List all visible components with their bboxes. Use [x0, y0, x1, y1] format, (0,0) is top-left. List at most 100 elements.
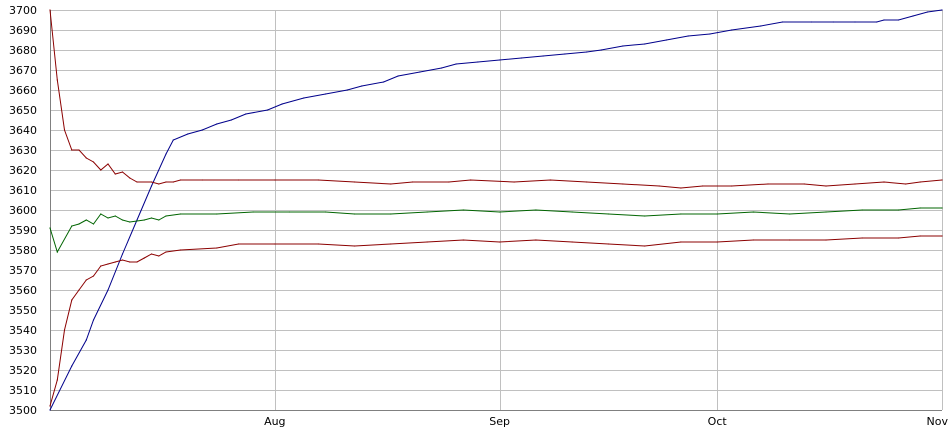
data-point — [71, 225, 73, 227]
data-point — [441, 67, 443, 69]
data-point — [716, 241, 718, 243]
data-point — [470, 179, 472, 181]
y-tick-label: 3500 — [9, 404, 37, 417]
data-point — [383, 81, 385, 83]
data-point — [158, 255, 160, 257]
data-point — [71, 299, 73, 301]
data-point — [607, 213, 610, 215]
data-point — [150, 185, 153, 187]
data-point — [412, 181, 414, 183]
data-point — [63, 129, 66, 131]
data-point — [919, 181, 921, 183]
data-point — [426, 241, 428, 243]
data-point — [854, 183, 856, 185]
series-2-points — [49, 9, 943, 189]
data-point — [165, 215, 167, 217]
data-point — [549, 179, 552, 181]
data-point — [187, 133, 189, 135]
data-point — [586, 51, 588, 53]
data-point — [390, 183, 392, 185]
data-point — [499, 59, 501, 61]
data-point — [905, 183, 907, 185]
data-point — [267, 109, 269, 111]
y-tick-label: 3580 — [9, 244, 37, 257]
data-point — [121, 253, 124, 255]
data-point — [361, 85, 363, 87]
data-point — [462, 209, 464, 211]
y-tick-label: 3670 — [9, 64, 37, 77]
data-point — [100, 213, 102, 215]
data-point — [919, 235, 921, 237]
data-point — [85, 279, 87, 281]
data-point — [78, 289, 80, 291]
y-tick-label: 3590 — [9, 224, 37, 237]
data-point — [354, 213, 356, 215]
data-point — [179, 213, 182, 215]
data-point — [825, 211, 827, 213]
data-point — [535, 239, 537, 241]
data-point — [121, 219, 124, 221]
data-point — [136, 219, 138, 221]
data-point — [201, 129, 203, 131]
data-point — [346, 89, 348, 91]
data-point — [49, 227, 51, 229]
data-point — [426, 211, 428, 213]
data-point — [709, 33, 711, 35]
data-point — [78, 149, 80, 151]
data-point — [325, 93, 327, 95]
y-tick-label: 3560 — [9, 284, 37, 297]
data-point — [354, 245, 356, 247]
data-point — [179, 249, 182, 251]
data-point — [535, 209, 537, 211]
data-point — [499, 241, 501, 243]
y-tick-label: 3510 — [9, 384, 37, 397]
data-point — [600, 49, 602, 51]
data-point — [607, 243, 610, 245]
data-point — [49, 405, 51, 407]
y-tick-label: 3570 — [9, 264, 37, 277]
data-point — [861, 237, 863, 239]
data-point — [680, 213, 682, 215]
data-point — [941, 179, 943, 181]
data-point — [883, 19, 885, 21]
data-point — [136, 261, 138, 263]
data-point — [622, 45, 624, 47]
data-point — [462, 239, 464, 241]
data-point — [92, 319, 95, 321]
data-point — [317, 179, 319, 181]
data-point — [143, 219, 145, 221]
data-point — [245, 113, 247, 115]
data-point — [897, 209, 900, 211]
y-tick-label: 3540 — [9, 324, 37, 337]
data-point — [760, 25, 762, 27]
data-point — [571, 211, 573, 213]
data-point — [644, 215, 646, 217]
data-point — [216, 247, 218, 249]
y-tick-label: 3650 — [9, 104, 37, 117]
data-point — [752, 239, 755, 241]
data-point — [803, 183, 805, 185]
data-point — [238, 243, 240, 245]
data-point — [926, 11, 929, 13]
data-point — [165, 181, 167, 183]
data-point — [781, 21, 784, 23]
data-point — [303, 97, 305, 99]
y-tick-label: 3640 — [9, 124, 37, 137]
data-point — [129, 221, 131, 223]
data-point — [114, 173, 116, 175]
data-point — [897, 237, 900, 239]
data-point — [767, 183, 769, 185]
data-point — [752, 211, 755, 213]
data-point — [941, 9, 943, 11]
series-3-points — [49, 207, 943, 253]
data-point — [680, 187, 682, 189]
data-point — [172, 181, 174, 183]
data-point — [107, 289, 109, 291]
data-point — [919, 207, 921, 209]
x-tick-label: Sep — [489, 415, 510, 428]
x-tick-label: Aug — [264, 415, 285, 428]
x-tick-label: Nov — [927, 415, 949, 428]
data-point — [252, 211, 254, 213]
data-point — [731, 185, 733, 187]
